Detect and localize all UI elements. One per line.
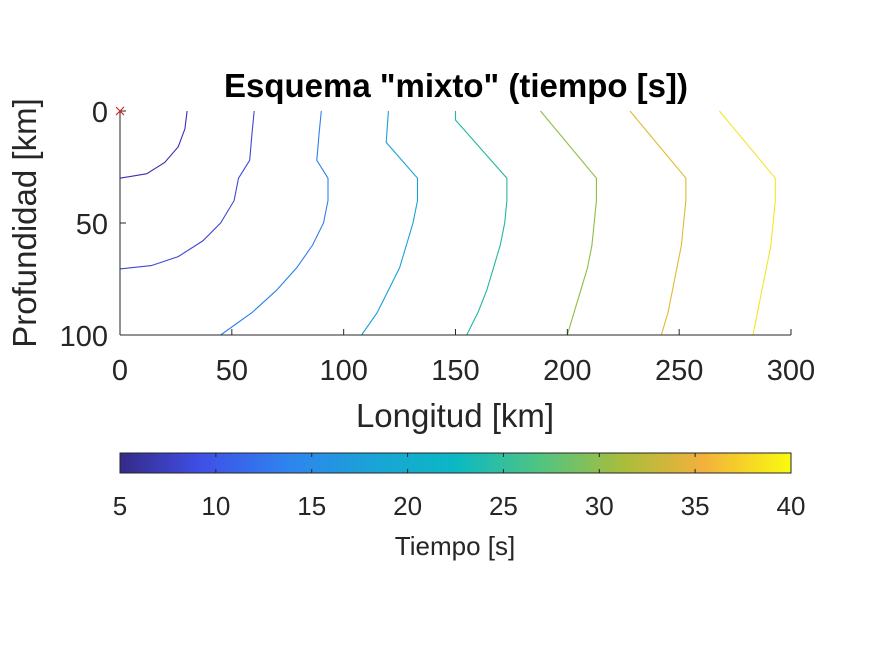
contour-level-40 xyxy=(718,110,776,336)
x-axis-label: Longitud [km] xyxy=(356,397,554,434)
x-tick-label: 300 xyxy=(767,355,815,387)
colorbar-tick-label: 10 xyxy=(201,491,230,521)
colorbar: 5 10 15 20 25 30 35 40 xyxy=(113,452,806,521)
contour-lines xyxy=(119,110,776,336)
colorbar-ticks: 5 10 15 20 25 30 35 40 xyxy=(113,453,806,521)
colorbar-tick-label: 40 xyxy=(777,491,806,521)
chart-title: Esquema "mixto" (tiempo [s]) xyxy=(224,67,688,104)
x-tick-label: 100 xyxy=(319,355,367,387)
x-tick-label: 200 xyxy=(543,355,591,387)
x-tick-label: 150 xyxy=(431,355,479,387)
contour-level-5 xyxy=(119,110,188,179)
colorbar-tick-label: 5 xyxy=(113,491,127,521)
colorbar-gradient xyxy=(119,452,792,474)
y-tick-label: 0 xyxy=(92,97,108,129)
colorbar-tick-label: 35 xyxy=(681,491,710,521)
contour-level-35 xyxy=(629,110,687,336)
colorbar-label: Tiempo [s] xyxy=(395,531,515,561)
x-tick-label: 250 xyxy=(655,355,703,387)
colorbar-tick-label: 15 xyxy=(297,491,326,521)
colorbar-tick-label: 30 xyxy=(585,491,614,521)
y-tick-label: 50 xyxy=(76,209,108,241)
x-tick-label: 50 xyxy=(216,355,248,387)
colorbar-tick-label: 20 xyxy=(393,491,422,521)
contour-level-15 xyxy=(220,110,329,336)
x-tick-label: 0 xyxy=(112,355,128,387)
contour-level-20 xyxy=(361,110,419,336)
y-axis-label: Profundidad [km] xyxy=(6,98,43,347)
source-marker-stroke xyxy=(115,106,125,116)
axes: 0 50 100 150 200 250 300 0 50 100 xyxy=(60,97,816,387)
y-tick-label: 100 xyxy=(60,321,108,353)
source-marker xyxy=(115,106,125,116)
contour-level-25 xyxy=(454,111,508,336)
contour-level-30 xyxy=(540,110,597,336)
contour-level-10 xyxy=(119,110,255,270)
plot-area: 0 50 100 150 200 250 300 0 50 100 xyxy=(60,97,816,387)
colorbar-tick-label: 25 xyxy=(489,491,518,521)
